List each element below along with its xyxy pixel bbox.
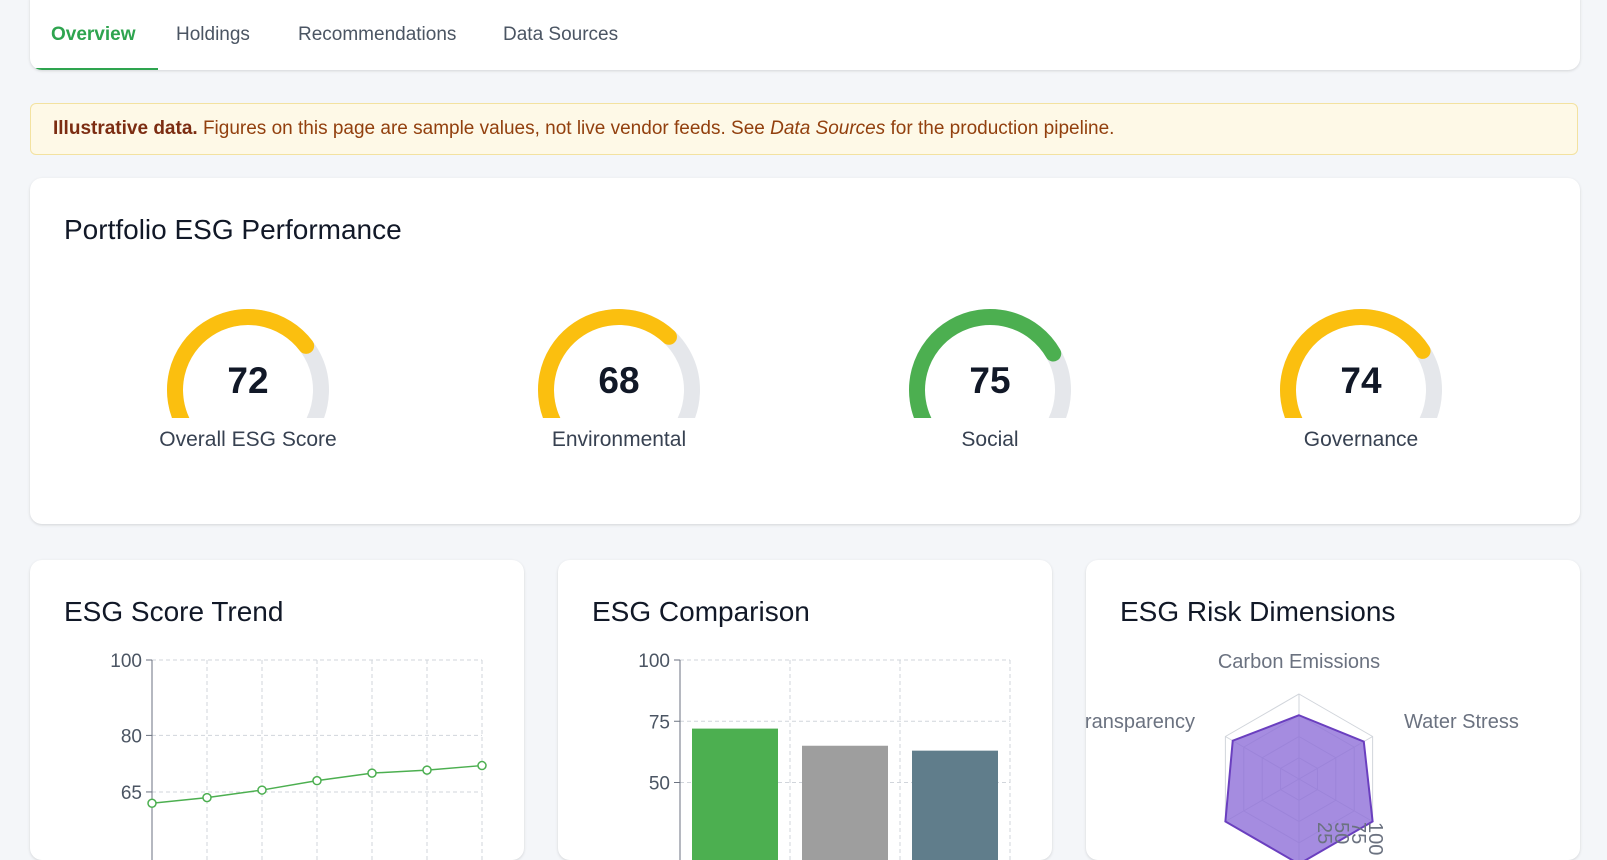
trend-point	[257, 785, 267, 795]
portfolio-performance-card: Portfolio ESG Performance 72 Overall ESG…	[30, 178, 1580, 524]
gauge-value: 72	[227, 360, 269, 401]
trend-point	[312, 775, 322, 786]
gauge-fill	[538, 309, 677, 418]
y-tick-label: 100	[638, 651, 670, 672]
esg-risk-dimensions-card: ESG Risk Dimensions Carbon Emissions Wate…	[1086, 560, 1580, 860]
trend-point	[367, 768, 377, 778]
radar-title: ESG Risk Dimensions	[1120, 596, 1396, 627]
banner-data-sources-link[interactable]: Data Sources	[770, 118, 886, 139]
trend-point	[477, 760, 487, 771]
y-tick-label: 65	[121, 783, 142, 804]
esg-comparison-card: ESG Comparison 100 75 50	[558, 560, 1052, 860]
tab-overview[interactable]: Overview	[51, 24, 136, 45]
y-tick-label: 50	[649, 774, 670, 795]
gauge-label: Governance	[1303, 428, 1419, 451]
gauge-arc	[1280, 309, 1442, 418]
gauge-arc	[909, 309, 1071, 418]
radar-chart: Carbon Emissions Water Stress Transparency…	[1086, 651, 1519, 860]
banner-text-end: for the production pipeline.	[885, 118, 1115, 139]
gauge-value: 68	[598, 360, 640, 401]
gauge-fill	[167, 309, 315, 418]
comparison-bar	[802, 745, 888, 860]
gauge-label: Environmental	[551, 428, 687, 451]
gauge-arc	[167, 309, 329, 418]
esg-score-trend-card: ESG Score Trend 100 80 65	[30, 560, 524, 860]
illustrative-data-banner: Illustrative data. Figures on this page …	[30, 103, 1578, 155]
gauge-governance: 74 Governance	[1261, 308, 1461, 478]
gauge-value: 74	[1340, 360, 1382, 401]
gauge-environmental: 68 Environmental	[519, 308, 719, 478]
comparison-title: ESG Comparison	[592, 596, 810, 627]
gauge-value: 75	[969, 360, 1011, 401]
gauge-fill	[1280, 309, 1431, 418]
trend-point	[147, 798, 157, 809]
gauge-fill	[909, 309, 1062, 418]
radar-axis-label: Water Stress	[1404, 711, 1519, 733]
comparison-bar	[692, 728, 778, 860]
gauge-label: Social	[961, 428, 1019, 451]
radar-axis-label: Carbon Emissions	[1218, 651, 1380, 673]
y-tick-label: 75	[649, 712, 670, 733]
radar-axis-label: Transparency	[1086, 711, 1195, 733]
tab-holdings[interactable]: Holdings	[176, 24, 250, 45]
radar-tick-label: 100	[1364, 822, 1386, 855]
y-tick-label: 80	[121, 726, 142, 747]
radar-data-area	[1224, 714, 1374, 860]
banner-text: Figures on this page are sample values, …	[197, 118, 771, 139]
tab-recommendations[interactable]: Recommendations	[298, 24, 457, 45]
gauge-arc	[538, 309, 700, 418]
trend-chart: 100 80 65	[110, 651, 487, 860]
trend-title: ESG Score Trend	[64, 596, 284, 627]
performance-title: Portfolio ESG Performance	[64, 214, 402, 245]
tab-bar: Overview Holdings Recommendations Data S…	[30, 0, 1580, 70]
y-tick-label: 100	[110, 651, 142, 672]
gauge-social: 75 Social	[890, 308, 1090, 478]
trend-point	[202, 792, 212, 803]
trend-point	[422, 765, 432, 775]
tab-data-sources[interactable]: Data Sources	[503, 24, 619, 45]
gauge-overall: 72 Overall ESG Score	[148, 308, 348, 478]
comparison-chart: 100 75 50	[638, 651, 1011, 860]
banner-bold-text: Illustrative data.	[53, 118, 198, 139]
radar-grid-ring	[1224, 693, 1374, 860]
gauge-label: Overall ESG Score	[159, 428, 337, 451]
active-tab-indicator	[30, 68, 158, 70]
comparison-bar	[912, 750, 998, 860]
